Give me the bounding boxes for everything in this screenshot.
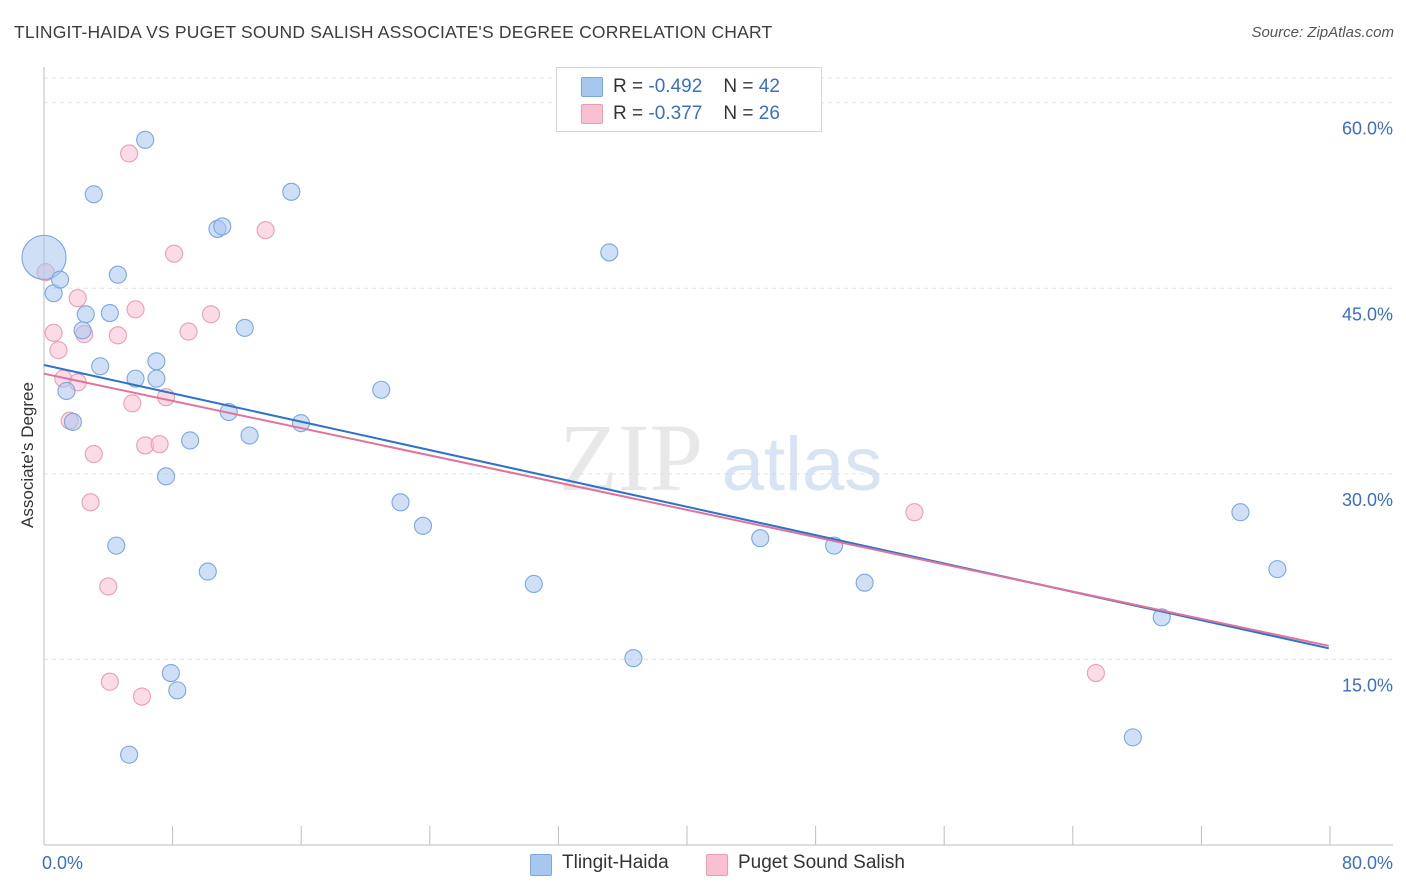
point-tlingit-haida bbox=[372, 380, 391, 399]
legend-n-label: N = bbox=[723, 76, 754, 97]
point-puget-sound-salish bbox=[81, 493, 100, 512]
point-tlingit-haida bbox=[181, 431, 200, 450]
point-tlingit-haida bbox=[84, 185, 103, 204]
point-tlingit-haida bbox=[147, 369, 166, 388]
point-tlingit-haida bbox=[108, 265, 127, 284]
point-tlingit-haida bbox=[751, 529, 770, 548]
tick-labels: 15.0% 30.0% 45.0% 60.0% 0.0% 80.0% bbox=[42, 119, 1393, 873]
y-tick-label: 45.0% bbox=[1342, 304, 1393, 324]
point-puget-sound-salish bbox=[49, 341, 68, 360]
watermark-atlas: atlas bbox=[722, 422, 883, 507]
point-tlingit-haida bbox=[524, 574, 543, 594]
point-puget-sound-salish bbox=[120, 144, 139, 163]
legend-n-label: N = bbox=[723, 103, 754, 124]
point-tlingit-haida bbox=[73, 321, 92, 340]
legend-r-label: R = bbox=[613, 103, 644, 124]
point-puget-sound-salish bbox=[165, 244, 184, 263]
stats-legend: R = -0.492 N = 42 R = -0.377 N = 26 bbox=[556, 67, 822, 132]
point-tlingit-haida bbox=[624, 649, 643, 668]
point-puget-sound-salish bbox=[84, 445, 103, 464]
point-tlingit-haida bbox=[391, 493, 410, 512]
grid-layer bbox=[44, 77, 1393, 660]
legend-n-value: 42 bbox=[758, 76, 780, 97]
point-tlingit-haida bbox=[57, 381, 76, 401]
point-tlingit-haida bbox=[600, 243, 619, 262]
bottom-legend-label: Puget Sound Salish bbox=[738, 852, 905, 873]
legend-r-label: R = bbox=[613, 76, 644, 97]
point-puget-sound-salish bbox=[126, 300, 145, 319]
point-tlingit-haida bbox=[235, 318, 254, 337]
y-tick-label: 30.0% bbox=[1342, 490, 1393, 510]
x-tick-label: 80.0% bbox=[1342, 853, 1393, 873]
point-tlingit-haida bbox=[168, 681, 187, 700]
point-puget-sound-salish bbox=[1086, 663, 1105, 683]
point-tlingit-haida bbox=[63, 412, 82, 431]
bottom-legend-swatch-pink bbox=[706, 854, 728, 876]
point-tlingit-haida bbox=[136, 130, 155, 149]
point-tlingit-haida bbox=[198, 562, 217, 581]
trend-layer bbox=[43, 364, 1329, 650]
point-puget-sound-salish bbox=[44, 323, 63, 342]
watermark: ZIP atlas bbox=[559, 404, 882, 511]
bottom-legend-swatch-blue bbox=[530, 854, 552, 876]
y-tick-label: 15.0% bbox=[1342, 675, 1393, 695]
points-layer bbox=[21, 130, 1287, 764]
y-axis-label: Associate's Degree bbox=[18, 382, 37, 528]
point-tlingit-haida bbox=[240, 426, 259, 445]
chart-title: TLINGIT-HAIDA VS PUGET SOUND SALISH ASSO… bbox=[14, 22, 773, 42]
point-puget-sound-salish bbox=[99, 577, 118, 596]
point-puget-sound-salish bbox=[150, 435, 169, 454]
point-puget-sound-salish bbox=[905, 503, 924, 522]
point-tlingit-haida bbox=[21, 234, 67, 280]
axis-layer bbox=[43, 67, 1393, 846]
point-tlingit-haida bbox=[76, 305, 95, 324]
point-tlingit-haida bbox=[855, 573, 874, 592]
point-puget-sound-salish bbox=[100, 672, 119, 691]
point-puget-sound-salish bbox=[68, 289, 87, 308]
point-tlingit-haida bbox=[282, 182, 301, 201]
point-tlingit-haida bbox=[413, 516, 433, 535]
point-puget-sound-salish bbox=[123, 394, 142, 413]
point-puget-sound-salish bbox=[108, 326, 127, 345]
point-puget-sound-salish bbox=[179, 322, 198, 341]
point-tlingit-haida bbox=[1268, 560, 1287, 579]
source-label: Source: ZipAtlas.com bbox=[1251, 24, 1394, 41]
point-tlingit-haida bbox=[147, 352, 166, 371]
x-tick-label: 0.0% bbox=[42, 853, 83, 873]
legend-n-value: 26 bbox=[758, 103, 780, 124]
point-tlingit-haida bbox=[91, 357, 110, 376]
point-puget-sound-salish bbox=[201, 305, 221, 324]
point-tlingit-haida bbox=[157, 467, 176, 486]
point-tlingit-haida bbox=[213, 217, 232, 236]
legend-r-value: -0.377 bbox=[648, 103, 703, 124]
legend-swatch-blue bbox=[581, 77, 603, 97]
trend-line-puget-sound-salish bbox=[43, 372, 1329, 647]
point-puget-sound-salish bbox=[132, 687, 152, 706]
legend-r-value: -0.492 bbox=[648, 76, 703, 97]
point-puget-sound-salish bbox=[256, 221, 275, 240]
point-tlingit-haida bbox=[107, 536, 126, 555]
point-tlingit-haida bbox=[51, 270, 70, 289]
point-tlingit-haida bbox=[120, 745, 139, 764]
point-tlingit-haida bbox=[1123, 728, 1142, 747]
bottom-legend-label: Tlingit-Haida bbox=[562, 852, 669, 873]
point-tlingit-haida bbox=[100, 303, 119, 323]
y-tick-label: 60.0% bbox=[1342, 119, 1393, 139]
watermark-zip: ZIP bbox=[559, 404, 703, 511]
point-tlingit-haida bbox=[161, 663, 180, 683]
point-tlingit-haida bbox=[126, 369, 145, 388]
legend-swatch-pink bbox=[581, 104, 603, 124]
point-tlingit-haida bbox=[1231, 503, 1250, 522]
